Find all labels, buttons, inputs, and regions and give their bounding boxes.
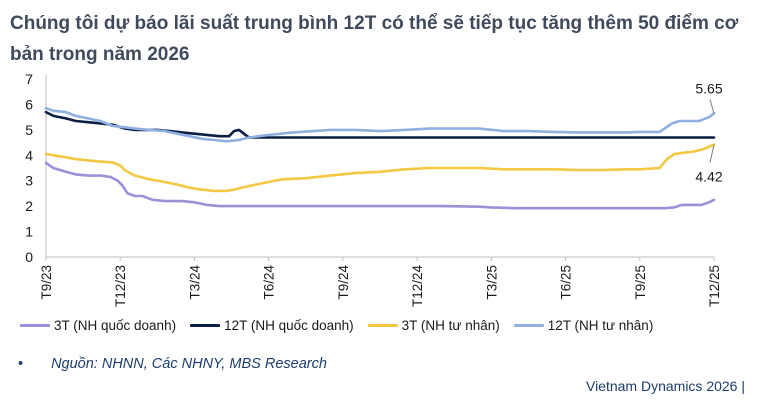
source-bullet: •	[18, 356, 24, 372]
x-tick-label: T6/25	[559, 265, 574, 300]
annotation-leader	[709, 99, 715, 114]
series-line-3	[44, 143, 716, 193]
legend-label: 12T (NH quốc doanh)	[224, 317, 354, 333]
x-tick-label: T6/24	[262, 265, 277, 300]
x-tick-label: T3/24	[187, 265, 202, 300]
footer-text: Vietnam Dynamics 2026 |	[585, 378, 745, 394]
x-tick-label: T9/23	[39, 265, 54, 300]
x-tick-label: T12/25	[707, 265, 722, 307]
y-tick-label: 7	[25, 71, 33, 87]
y-tick-label: 4	[25, 147, 33, 163]
annotation-label: 4.42	[695, 169, 722, 185]
legend-item: 12T (NH tư nhân)	[513, 317, 654, 333]
y-tick-label: 0	[25, 249, 33, 265]
legend-label: 3T (NH quốc doanh)	[54, 317, 177, 333]
x-tick-label: T12/23	[113, 265, 128, 307]
chart-title: Chúng tôi dự báo lãi suất trung bình 12T…	[10, 13, 739, 65]
y-tick-label: 5	[25, 122, 33, 138]
legend-swatch	[513, 323, 544, 327]
legend-swatch	[190, 323, 221, 327]
legend-label: 12T (NH tư nhân)	[547, 317, 654, 333]
legend-swatch	[20, 323, 50, 327]
y-tick-label: 6	[25, 96, 33, 112]
x-tick-label: T12/24	[410, 265, 425, 308]
y-tick-label: 3	[25, 173, 33, 189]
series-line-1	[44, 161, 716, 210]
annotation-leader	[709, 144, 715, 163]
source-text: Nguồn: NHNN, Các NHNY, MBS Research	[51, 356, 327, 372]
series-line-4	[44, 106, 716, 143]
x-tick-label: T3/25	[484, 265, 499, 300]
legend-item: 12T (NH quốc doanh)	[190, 318, 354, 333]
legend-item: 3T (NH quốc doanh)	[20, 318, 176, 333]
y-tick-label: 1	[25, 224, 33, 240]
source-note: • Nguồn: NHNN, Các NHNY, MBS Research	[18, 356, 327, 372]
annotation-label: 5.65	[695, 80, 722, 96]
chart-legend: 3T (NH quốc doanh) 12T (NH quốc doanh) 3T …	[20, 314, 750, 336]
x-tick-label: T9/24	[336, 265, 351, 300]
legend-item: 3T (NH tư nhân)	[367, 317, 500, 333]
legend-swatch	[367, 323, 398, 327]
legend-label: 3T (NH tư nhân)	[401, 317, 500, 333]
y-tick-label: 2	[25, 198, 33, 214]
x-tick-label: T9/25	[633, 265, 648, 300]
series-line-2	[44, 110, 716, 139]
